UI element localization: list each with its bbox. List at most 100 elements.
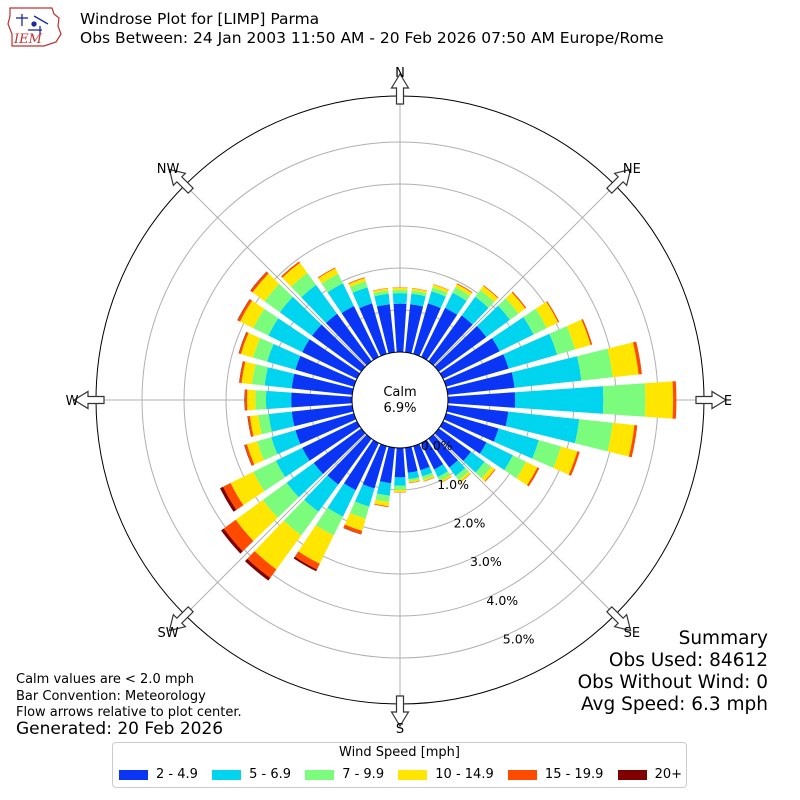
bar-segment: [575, 419, 613, 452]
radial-tick-label: 1.0%: [437, 477, 469, 492]
bar-segment: [343, 527, 362, 535]
flow-arrow-shape: [390, 72, 410, 105]
radial-gridline: [184, 184, 401, 401]
bar-segment: [434, 325, 487, 372]
bar-segment: [437, 471, 451, 481]
bar-segment: [481, 466, 495, 482]
bar-segment: [443, 354, 509, 387]
avg-speed: Avg Speed: 6.3 mph: [580, 694, 768, 715]
bar-segment: [410, 293, 426, 307]
bar-segment: [446, 405, 509, 427]
bar-segment: [428, 434, 458, 468]
bar-segment: [240, 300, 265, 329]
legend-label: 5 - 6.9: [249, 767, 291, 782]
bar-segment: [607, 342, 639, 378]
bar-segment: [392, 287, 408, 291]
radial-tick-label: 3.0%: [470, 554, 502, 569]
bar-segment: [549, 326, 576, 355]
bar-segment: [644, 381, 674, 419]
bar-segment: [267, 344, 301, 370]
bar-segment: [264, 367, 295, 389]
bar-segment: [264, 283, 293, 313]
bar-segment: [318, 268, 339, 284]
bar-segment: [433, 284, 449, 291]
legend-item: 7 - 9.9: [305, 767, 384, 782]
bar-segment: [327, 283, 354, 314]
bar-segment: [527, 467, 540, 487]
bar-segment: [445, 292, 467, 315]
bar-segment: [291, 392, 353, 408]
bar-segment: [268, 411, 295, 432]
bar-segment: [405, 446, 418, 473]
bar-segment: [446, 372, 515, 395]
bar-segment: [463, 451, 485, 473]
legend-swatch: [212, 769, 242, 780]
flow-arrow-shape: [168, 606, 194, 632]
bar-segment: [392, 293, 408, 304]
bar-segment: [393, 303, 407, 353]
bar-segment: [492, 317, 534, 352]
bar-segment: [374, 503, 389, 507]
bar-segment: [411, 290, 427, 297]
bar-segment: [265, 390, 292, 410]
bar-segment: [393, 489, 407, 493]
bar-segment: [279, 296, 322, 336]
summary-block: Summary Obs Used: 84612 Obs Without Wind…: [578, 628, 768, 716]
flow-arrow-icon: [72, 390, 105, 410]
flow-arrow-icon: [168, 168, 194, 194]
flow-arrows-note: Flow arrows relative to plot center.: [16, 705, 242, 720]
legend-title: Wind Speed [mph]: [339, 745, 460, 760]
radial-tick-label: 5.0%: [503, 632, 535, 647]
bar-segment: [407, 471, 420, 479]
bar-segment: [505, 411, 580, 444]
bar-segment: [376, 304, 395, 354]
bar-segment: [359, 303, 387, 357]
bar-segment: [452, 287, 471, 301]
bar-segment: [408, 480, 421, 484]
bar-segment: [271, 430, 301, 455]
bar-segment: [411, 288, 427, 294]
bar-segment: [420, 466, 433, 477]
bar-segment: [241, 361, 256, 385]
bar-segment: [379, 446, 395, 484]
radial-tick-label: 2.0%: [454, 516, 486, 531]
generated-date: Generated: 20 Feb 2026: [16, 719, 224, 739]
bar-segment: [250, 415, 262, 437]
bar-segment: [421, 307, 458, 361]
flow-arrow-icon: [695, 390, 728, 410]
bar-segment: [393, 485, 407, 491]
bar-segment: [301, 284, 338, 323]
bar-segment: [253, 338, 274, 362]
legend-item: 20+: [617, 767, 682, 782]
bar-segment: [413, 303, 441, 357]
bar-segment: [298, 525, 334, 564]
bar-segment: [373, 288, 389, 294]
bar-segment: [223, 483, 244, 510]
bar-segment: [293, 556, 317, 572]
bar-segment: [230, 471, 265, 506]
bar-segment: [282, 262, 308, 287]
bar-segment: [432, 284, 449, 293]
bar-segment: [568, 451, 580, 476]
bar-segment: [427, 291, 446, 309]
summary-heading: Summary: [678, 628, 768, 649]
bar-segment: [240, 332, 261, 358]
flow-arrow-icon: [168, 606, 194, 632]
bar-segment: [408, 477, 420, 482]
bar-segment: [439, 474, 452, 483]
bar-segment: [566, 319, 591, 350]
legend-swatch: [119, 769, 148, 780]
bar-segment: [475, 290, 495, 308]
bar-convention-note: Bar Convention: Meteorology: [16, 688, 206, 704]
legend-swatch: [305, 769, 335, 780]
bar-segment: [355, 484, 375, 507]
bar-segment: [247, 416, 254, 437]
bar-segment: [223, 519, 254, 552]
legend-item: 2 - 4.9: [119, 767, 198, 782]
calm-circle: [351, 351, 449, 449]
bar-segment: [362, 443, 387, 489]
direction-label: S: [396, 722, 404, 737]
bar-segment: [312, 324, 366, 372]
bar-segment: [392, 289, 408, 294]
bar-segment: [431, 287, 448, 297]
